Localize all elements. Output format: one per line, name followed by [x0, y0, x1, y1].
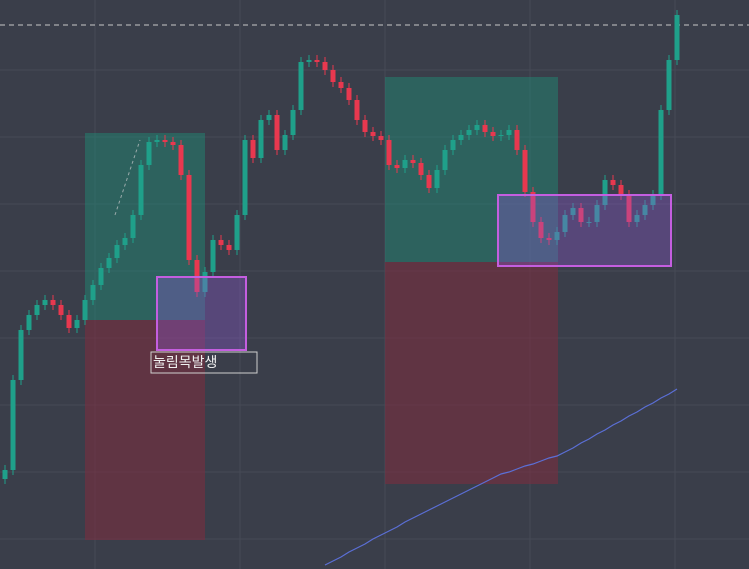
- candle-body: [522, 150, 528, 192]
- candle-body: [58, 305, 64, 315]
- candle-body: [370, 132, 376, 136]
- candle-body: [650, 195, 656, 205]
- candle-body: [442, 150, 448, 170]
- candle-body: [266, 115, 272, 120]
- candle-body: [170, 142, 176, 145]
- candle-body: [546, 238, 552, 240]
- candle-body: [506, 130, 512, 135]
- annotation-box: [150, 351, 258, 374]
- candle-body: [386, 140, 392, 165]
- candle-body: [482, 125, 488, 132]
- candle-body: [90, 285, 96, 300]
- annotation: 눌림목발생: [153, 355, 217, 371]
- candle-body: [634, 215, 640, 222]
- candles: [2, 10, 680, 566]
- candle-body: [138, 165, 144, 215]
- candle-body: [298, 62, 304, 110]
- candle-body: [570, 208, 576, 215]
- candle-body: [202, 272, 208, 292]
- candle-body: [106, 258, 112, 268]
- candle-body: [34, 305, 40, 315]
- candle-body: [242, 140, 248, 215]
- candle-body: [226, 245, 232, 250]
- candle-body: [354, 100, 360, 120]
- candle-body: [130, 215, 136, 238]
- candle-body: [178, 145, 184, 175]
- candle-body: [234, 215, 240, 250]
- profit-zone: [385, 77, 558, 262]
- candle-body: [674, 15, 680, 60]
- trend-line: [114, 139, 141, 216]
- candle-body: [626, 195, 632, 222]
- candle-body: [450, 140, 456, 150]
- candle-body: [402, 160, 408, 168]
- candle-body: [562, 215, 568, 232]
- candle-body: [586, 222, 592, 223]
- candle-body: [666, 60, 672, 110]
- candle-body: [498, 135, 504, 136]
- candle-body: [330, 70, 336, 82]
- candle-body: [458, 135, 464, 140]
- candle-body: [26, 315, 32, 330]
- candle-body: [466, 130, 472, 135]
- candle-body: [274, 115, 280, 150]
- candle-body: [162, 140, 168, 142]
- candle-body: [410, 160, 416, 163]
- candle-body: [290, 110, 296, 135]
- candle-body: [602, 180, 608, 205]
- candle-body: [66, 315, 72, 328]
- candle-body: [554, 232, 560, 240]
- candle-body: [314, 60, 320, 62]
- candle-body: [426, 175, 432, 188]
- candle-body: [146, 142, 152, 165]
- candle-body: [186, 175, 192, 260]
- moving-average: [324, 388, 678, 566]
- candle-body: [74, 320, 80, 328]
- candle-body: [122, 238, 128, 245]
- candle-body: [98, 268, 104, 285]
- candle-body: [490, 132, 496, 136]
- candle-body: [10, 380, 16, 470]
- candle-body: [346, 88, 352, 100]
- candle-body: [434, 170, 440, 188]
- candle-body: [218, 240, 224, 245]
- candle-body: [378, 136, 384, 140]
- pullback-box: [156, 276, 247, 351]
- candle-body: [514, 130, 520, 150]
- loss-zone: [85, 320, 205, 540]
- candle-body: [538, 222, 544, 238]
- candle-body: [578, 208, 584, 222]
- pullback-box: [497, 194, 672, 267]
- candle-body: [610, 180, 616, 185]
- candle-body: [258, 120, 264, 158]
- candle-body: [114, 245, 120, 258]
- candle-body: [338, 82, 344, 88]
- candle-body: [658, 110, 664, 195]
- candle-body: [642, 205, 648, 215]
- candle-body: [82, 300, 88, 320]
- candle-body: [322, 62, 328, 70]
- candle-body: [18, 330, 24, 380]
- candle-body: [42, 300, 48, 305]
- candle-body: [618, 185, 624, 195]
- candle-body: [418, 163, 424, 175]
- candle-body: [50, 300, 56, 305]
- profit-zone: [85, 133, 205, 320]
- candle-body: [2, 470, 8, 479]
- candle-body: [250, 140, 256, 158]
- candle-body: [210, 240, 216, 272]
- candle-body: [394, 165, 400, 168]
- candle-body: [474, 125, 480, 130]
- candle-body: [154, 140, 160, 142]
- loss-zone: [385, 262, 558, 484]
- candle-body: [306, 60, 312, 62]
- candle-body: [530, 192, 536, 222]
- candle-body: [594, 205, 600, 222]
- candle-body: [362, 120, 368, 132]
- candle-body: [282, 135, 288, 150]
